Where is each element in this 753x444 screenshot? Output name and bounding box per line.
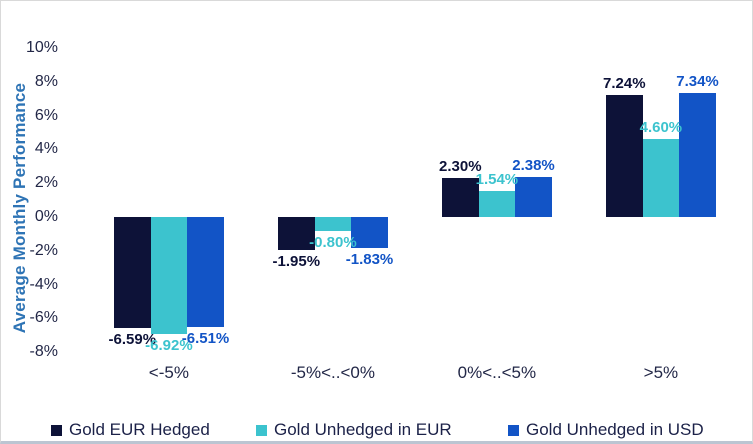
data-label: -6.92% bbox=[145, 336, 193, 354]
y-tick-label: 4% bbox=[34, 140, 58, 158]
legend-label: Gold Unhedged in USD bbox=[526, 420, 704, 439]
data-label: -6.51% bbox=[181, 330, 230, 348]
bar-gold-unhedged-in-eur bbox=[478, 190, 516, 217]
legend-swatch-icon bbox=[508, 424, 519, 436]
y-tick-label: -2% bbox=[29, 241, 58, 259]
bar-gold-unhedged-in-eur bbox=[642, 139, 680, 217]
data-label: 2.30% bbox=[439, 158, 482, 176]
category-label: <-5% bbox=[148, 363, 189, 382]
y-tick-label: 8% bbox=[34, 72, 58, 90]
category-label: 0%<..<5% bbox=[457, 363, 537, 382]
bar-gold-unhedged-in-usd bbox=[187, 217, 224, 328]
data-label: -6.59% bbox=[108, 331, 157, 349]
bar-gold-eur-hedged bbox=[278, 217, 315, 250]
legend-label: Gold Unhedged in EUR bbox=[274, 420, 452, 439]
bar-gold-unhedged-in-usd bbox=[515, 176, 552, 217]
data-label: 7.24% bbox=[603, 74, 646, 92]
data-label: -1.83% bbox=[345, 250, 394, 268]
legend-label: Gold EUR Hedged bbox=[69, 420, 210, 439]
bar-gold-unhedged-in-usd bbox=[679, 92, 716, 217]
y-tick-label: -8% bbox=[29, 343, 58, 361]
y-tick-label: -4% bbox=[29, 275, 58, 293]
y-tick-label: 10% bbox=[25, 39, 58, 56]
category-label: -5%<..<0% bbox=[290, 363, 375, 382]
legend-item-gold-unhedged-in-usd: Gold Unhedged in USD bbox=[508, 420, 704, 440]
y-tick-label: -6% bbox=[29, 309, 58, 327]
legend-item-gold-eur-hedged: Gold EUR Hedged bbox=[51, 420, 210, 440]
bar-gold-eur-hedged bbox=[114, 217, 151, 329]
data-label: 7.34% bbox=[676, 72, 719, 90]
category-label: >5% bbox=[643, 363, 679, 382]
legend-item-gold-unhedged-in-eur: Gold Unhedged in EUR bbox=[256, 420, 452, 440]
bar-gold-eur-hedged bbox=[442, 178, 479, 217]
data-label: -0.80% bbox=[309, 233, 357, 251]
data-label: -1.95% bbox=[272, 252, 321, 270]
y-tick-label: 0% bbox=[34, 208, 58, 225]
y-tick-label: 2% bbox=[34, 174, 58, 192]
legend-swatch-icon bbox=[51, 424, 62, 436]
data-label: 1.54% bbox=[475, 170, 519, 188]
legend-swatch-icon bbox=[256, 424, 267, 436]
y-tick-label: 6% bbox=[34, 106, 58, 124]
data-label: 4.60% bbox=[639, 119, 683, 137]
data-label: 2.38% bbox=[512, 156, 555, 174]
bar-gold-unhedged-in-eur bbox=[150, 217, 188, 334]
bar-gold-unhedged-in-eur bbox=[314, 217, 352, 231]
bar-gold-unhedged-in-usd bbox=[351, 217, 388, 248]
bar-gold-eur-hedged bbox=[606, 94, 643, 217]
